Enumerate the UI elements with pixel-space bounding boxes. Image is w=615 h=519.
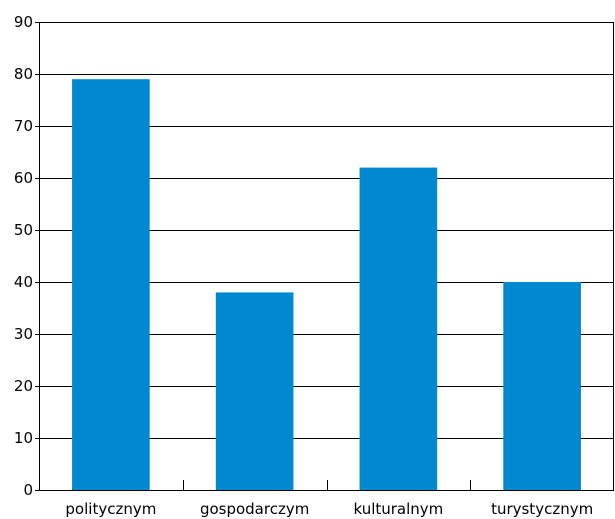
y-tick-label-30: 30 [14,325,33,343]
bars [72,79,581,490]
y-tick-label-60: 60 [14,169,33,187]
y-tick-labels: 0 10 20 30 40 50 60 70 80 90 [14,13,33,499]
y-tick-label-70: 70 [14,117,33,135]
x-category-labels: politycznym gospodarczym kulturalnym turyst… [65,500,593,518]
y-tick-label-50: 50 [14,221,33,239]
axes [35,22,614,491]
y-tick-label-20: 20 [14,377,33,395]
x-category-label-politycznym: politycznym [65,500,156,518]
bar-gospodarczym [215,292,294,490]
y-tick-label-90: 90 [14,13,33,31]
y-tick-label-10: 10 [14,429,33,447]
x-category-label-gospodarczym: gospodarczym [200,500,309,518]
y-tick-label-80: 80 [14,65,33,83]
bar-kulturalnym [359,167,438,490]
bar-turystycznym [503,282,581,490]
y-tick-label-40: 40 [14,273,33,291]
x-category-label-turystycznym: turystycznym [491,500,593,518]
y-tick-label-0: 0 [23,481,33,499]
bar-politycznym [72,79,150,490]
x-category-label-kulturalnym: kulturalnym [353,500,443,518]
